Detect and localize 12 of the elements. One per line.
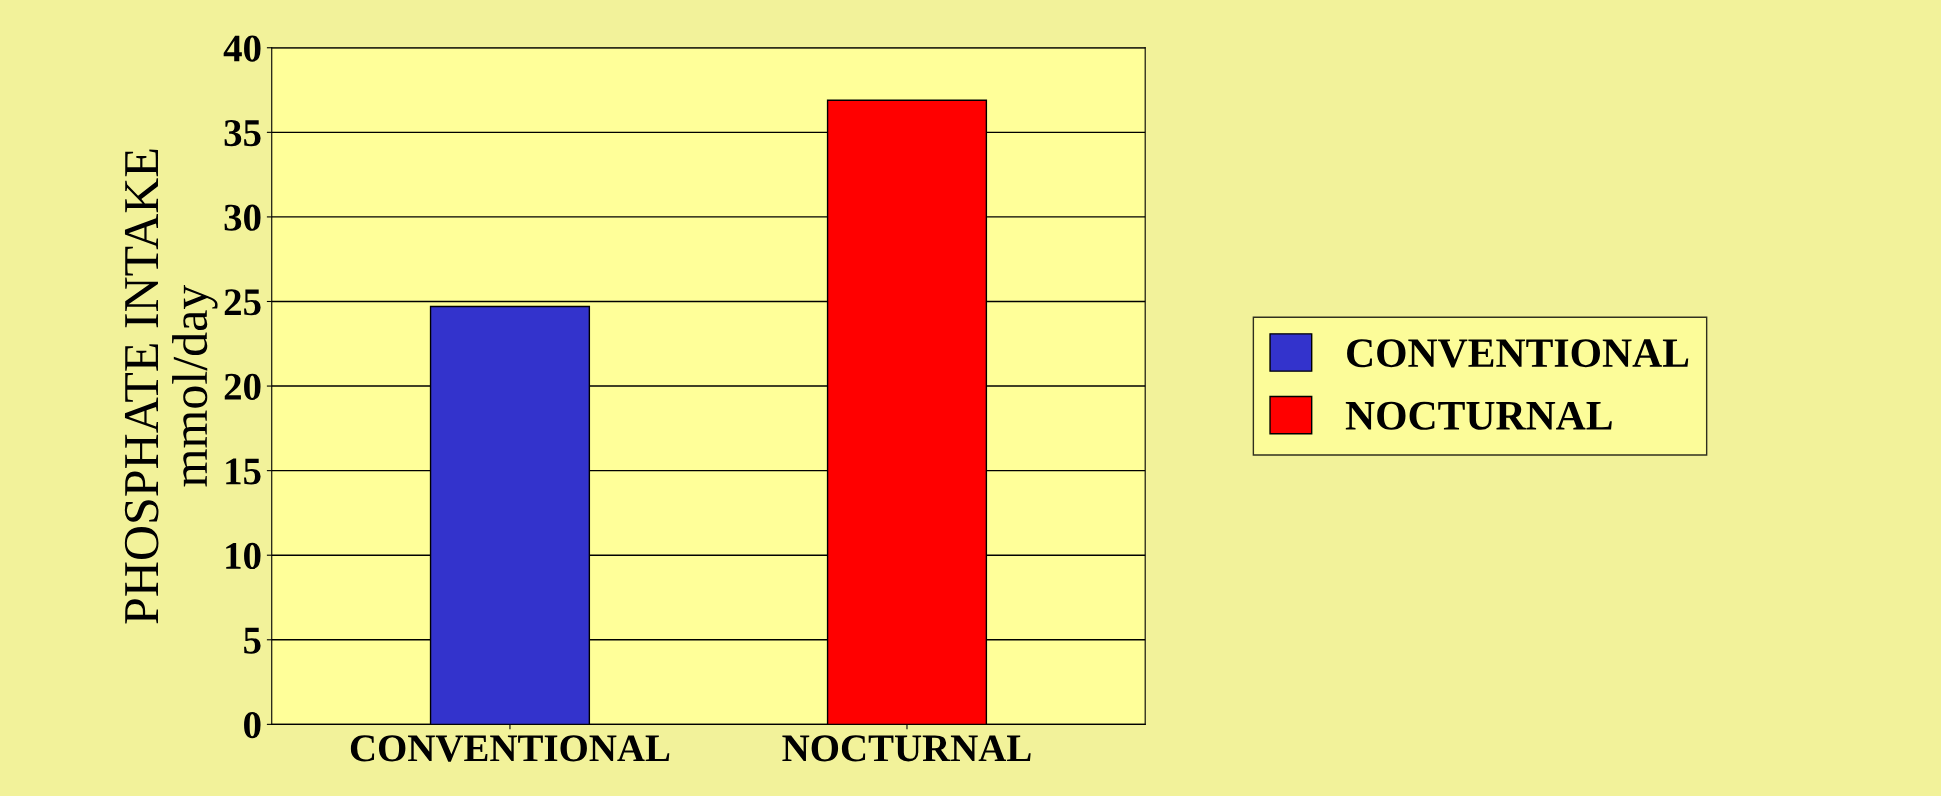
y-tick-label: 0 xyxy=(244,711,261,739)
y-tick-label: 20 xyxy=(224,373,261,400)
legend-label: NOCTURNAL xyxy=(1345,401,1612,430)
y-tick-label: 5 xyxy=(244,627,261,654)
y-tick-label: 25 xyxy=(224,289,261,316)
legend-label: CONVENTIONAL xyxy=(1347,339,1689,368)
y-axis-title: PHOSPHATE INTAKE mmol/day xyxy=(124,149,218,624)
y-tick-label: 30 xyxy=(224,204,261,231)
y-tick-label: 10 xyxy=(226,542,261,570)
y-tick-label: 40 xyxy=(223,35,261,62)
y-tick-label: 15 xyxy=(226,458,261,485)
y-tick-label: 35 xyxy=(224,120,261,147)
